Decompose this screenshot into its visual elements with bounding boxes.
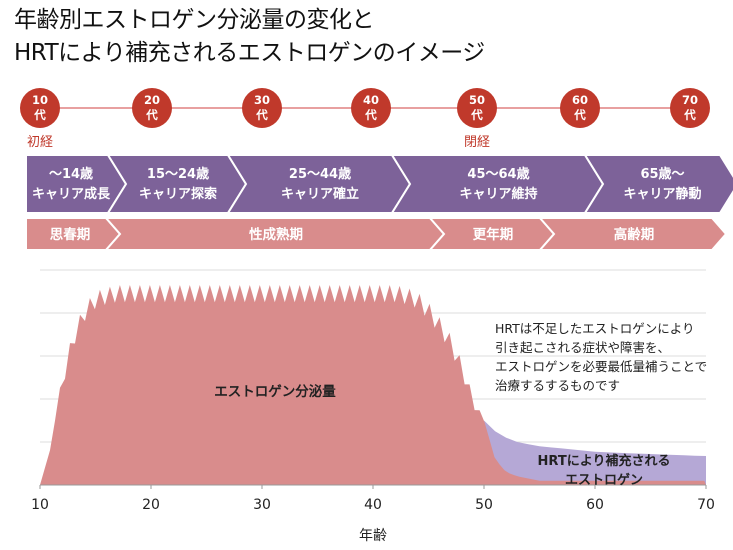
decade-unit: 代	[573, 108, 586, 122]
decade-unit: 代	[364, 108, 377, 122]
stage-bands: ～14歳キャリア成長15～24歳キャリア探索25～44歳キャリア確立45～64歳…	[25, 154, 733, 251]
decade-marker: 40代	[351, 88, 391, 128]
career-age-range: 45～64歳	[467, 166, 529, 182]
life-stage-label: 更年期	[473, 226, 514, 243]
career-age-range: 15～24歳	[147, 166, 209, 182]
x-tick-label: 50	[475, 497, 493, 513]
career-age-range: 25～44歳	[289, 166, 351, 182]
x-tick-label: 70	[697, 497, 715, 513]
chart-title: 年齢別エストロゲン分泌量の変化と HRTにより補充されるエストロゲンのイメージ	[14, 4, 724, 70]
career-stage-label: キャリア成長	[32, 186, 111, 202]
decade-marker: 70代	[670, 88, 710, 128]
career-age-range: 65歳～	[640, 166, 684, 182]
decade-circle	[670, 88, 710, 128]
x-tick-label: 10	[31, 497, 49, 513]
decade-circle	[351, 88, 391, 128]
decade-number: 60	[572, 93, 588, 107]
decade-marker: 30代	[242, 88, 282, 128]
career-stage-label: キャリア維持	[459, 186, 537, 202]
decade-unit: 代	[255, 108, 268, 122]
decade-number: 10	[32, 93, 48, 107]
estrogen-area	[40, 285, 706, 485]
x-axis-label: 年齢	[359, 528, 387, 544]
title-line-1: 年齢別エストロゲン分泌量の変化と	[14, 7, 375, 33]
annotation-line-1: HRTは不足したエストロゲンにより	[495, 321, 695, 336]
career-chevron	[583, 154, 733, 214]
decade-unit: 代	[470, 108, 483, 122]
x-tick-label: 30	[253, 497, 271, 513]
decade-number: 70	[682, 93, 698, 107]
x-tick-label: 40	[364, 497, 382, 513]
life-stage: 性成熟期	[103, 217, 446, 251]
life-stage-label: 思春期	[50, 226, 91, 243]
life-event-label: 初経	[27, 135, 53, 150]
decade-circle	[242, 88, 282, 128]
life-stage-arrow	[537, 217, 728, 251]
title-line-2: HRTにより補充されるエストロゲンのイメージ	[14, 40, 485, 66]
career-chevron	[226, 154, 412, 214]
decade-unit: 代	[145, 108, 158, 122]
estrogen-chart: 10 20 30 40 50 60 70 年齢 エストロゲン分泌量 HRTにより補充される …	[31, 269, 715, 544]
decade-marker: 20代	[132, 88, 172, 128]
career-chevron	[25, 154, 128, 214]
life-stage-label: 性成熟期	[249, 226, 303, 243]
life-stage: 更年期	[427, 217, 556, 251]
career-age-range: ～14歳	[49, 166, 93, 182]
decade-unit: 代	[33, 108, 46, 122]
decade-number: 50	[469, 93, 485, 107]
career-stage-label: キャリア静動	[623, 186, 701, 202]
estrogen-series-label: エストロゲン分泌量	[214, 383, 336, 400]
decade-circle	[132, 88, 172, 128]
career-stage-label: キャリア確立	[281, 186, 359, 202]
life-stage-label: 高齢期	[614, 226, 655, 243]
decade-circle	[560, 88, 600, 128]
life-stage: 思春期	[25, 217, 122, 251]
decade-circle	[20, 88, 60, 128]
career-chevron	[106, 154, 248, 214]
career-stage: 65歳～ キャリア静動	[583, 154, 733, 214]
life-event-label: 閉経	[464, 135, 490, 150]
hrt-series-label-line2: エストロゲン	[565, 472, 643, 488]
decade-number: 20	[144, 93, 160, 107]
decade-unit: 代	[683, 108, 696, 122]
decade-marker: 60代	[560, 88, 600, 128]
decade-number: 40	[363, 93, 379, 107]
career-stage-label: キャリア探索	[139, 186, 217, 202]
x-tick-label: 60	[586, 497, 604, 513]
decade-number: 30	[254, 93, 270, 107]
hrt-area	[484, 420, 706, 485]
x-tick-label: 20	[142, 497, 160, 513]
life-stage: 高齢期	[537, 217, 728, 251]
annotation-line-2: 引き起こされる症状や障害を、	[495, 340, 670, 355]
hrt-series-label-line1: HRTにより補充される	[538, 453, 671, 469]
annotation-line-3: エストロゲンを必要最低量補うことで	[495, 359, 707, 374]
career-chevron	[390, 154, 605, 214]
decade-circle	[457, 88, 497, 128]
annotation-line-4: 治療するするものです	[495, 378, 620, 393]
